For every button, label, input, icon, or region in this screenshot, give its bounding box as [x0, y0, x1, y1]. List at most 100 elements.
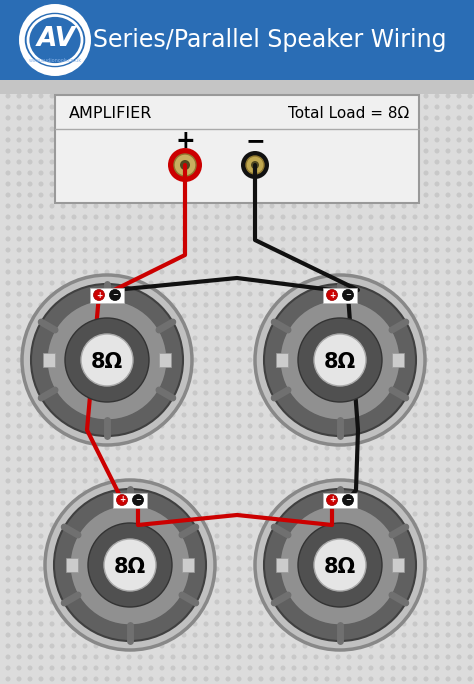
Circle shape — [325, 677, 329, 681]
Circle shape — [435, 666, 439, 670]
Circle shape — [270, 633, 274, 637]
Circle shape — [127, 303, 131, 307]
Circle shape — [127, 490, 131, 494]
Circle shape — [105, 325, 109, 329]
Circle shape — [83, 314, 87, 318]
Circle shape — [446, 424, 450, 428]
Circle shape — [336, 281, 340, 285]
Circle shape — [435, 523, 439, 527]
Circle shape — [105, 347, 109, 351]
Circle shape — [160, 512, 164, 516]
Circle shape — [468, 337, 472, 340]
Circle shape — [19, 4, 91, 76]
Circle shape — [105, 611, 109, 615]
Circle shape — [270, 479, 274, 483]
Circle shape — [28, 469, 32, 472]
Circle shape — [325, 303, 329, 307]
Circle shape — [94, 193, 98, 197]
Circle shape — [424, 127, 428, 131]
Circle shape — [83, 534, 87, 538]
Circle shape — [402, 138, 406, 142]
Circle shape — [325, 600, 329, 604]
Circle shape — [336, 325, 340, 329]
Circle shape — [94, 567, 98, 571]
Circle shape — [149, 292, 153, 295]
Circle shape — [39, 469, 43, 472]
Circle shape — [171, 259, 175, 263]
Circle shape — [358, 116, 362, 120]
Circle shape — [83, 127, 87, 131]
Circle shape — [369, 523, 373, 527]
Circle shape — [171, 193, 175, 197]
Circle shape — [83, 105, 87, 109]
Circle shape — [413, 424, 417, 428]
Circle shape — [215, 545, 219, 549]
Circle shape — [17, 193, 21, 197]
Circle shape — [83, 270, 87, 274]
Circle shape — [369, 380, 373, 384]
Circle shape — [193, 193, 197, 197]
Circle shape — [369, 578, 373, 582]
Circle shape — [160, 303, 164, 307]
Circle shape — [28, 149, 32, 153]
Circle shape — [380, 501, 384, 505]
Circle shape — [149, 193, 153, 197]
Circle shape — [204, 248, 208, 252]
Circle shape — [226, 655, 230, 659]
Circle shape — [325, 116, 329, 120]
Circle shape — [424, 512, 428, 516]
Circle shape — [72, 545, 76, 549]
Circle shape — [325, 325, 329, 329]
Circle shape — [28, 193, 32, 197]
Circle shape — [303, 644, 307, 648]
Circle shape — [369, 490, 373, 494]
Circle shape — [6, 325, 10, 329]
Circle shape — [446, 380, 450, 384]
Circle shape — [457, 435, 461, 439]
Circle shape — [391, 138, 395, 142]
Circle shape — [391, 270, 395, 274]
Circle shape — [369, 226, 373, 230]
Circle shape — [50, 138, 54, 142]
Circle shape — [457, 138, 461, 142]
Circle shape — [281, 435, 285, 439]
Circle shape — [413, 171, 417, 175]
Circle shape — [215, 94, 219, 98]
Circle shape — [204, 644, 208, 648]
Circle shape — [94, 435, 98, 439]
Circle shape — [127, 391, 131, 395]
Circle shape — [259, 205, 263, 208]
Circle shape — [358, 501, 362, 505]
Circle shape — [281, 314, 285, 318]
Circle shape — [116, 149, 120, 153]
Circle shape — [468, 303, 472, 307]
Circle shape — [413, 523, 417, 527]
Circle shape — [39, 611, 43, 615]
Circle shape — [325, 644, 329, 648]
Circle shape — [248, 578, 252, 582]
Circle shape — [303, 677, 307, 681]
Circle shape — [215, 644, 219, 648]
Circle shape — [138, 160, 142, 163]
Circle shape — [391, 666, 395, 670]
Circle shape — [413, 644, 417, 648]
Circle shape — [292, 160, 296, 163]
Circle shape — [237, 633, 241, 637]
Circle shape — [237, 469, 241, 472]
Circle shape — [149, 270, 153, 274]
Circle shape — [17, 545, 21, 549]
Circle shape — [314, 556, 318, 560]
Circle shape — [325, 611, 329, 615]
Circle shape — [149, 105, 153, 109]
Circle shape — [182, 259, 186, 263]
Circle shape — [259, 479, 263, 483]
Circle shape — [215, 83, 219, 87]
Circle shape — [413, 83, 417, 87]
Circle shape — [446, 644, 450, 648]
Circle shape — [358, 545, 362, 549]
Circle shape — [116, 138, 120, 142]
Circle shape — [61, 611, 65, 615]
Circle shape — [237, 578, 241, 582]
Circle shape — [248, 655, 252, 659]
Circle shape — [259, 193, 263, 197]
